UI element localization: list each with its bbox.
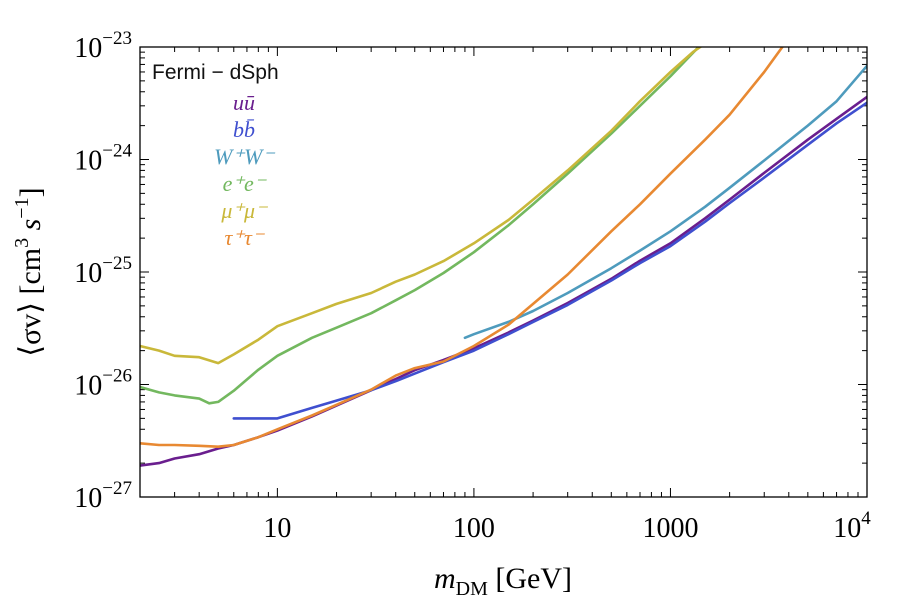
series-line-3 <box>140 47 701 405</box>
tick-labels: 10 100 1000 104 10−27 10−26 10−25 10−24 10−23 <box>74 28 871 544</box>
x-tick-label: 100 <box>453 513 495 544</box>
x-tick-label: 104 <box>833 508 871 544</box>
y-axis-label: ⟨σv⟩ [cm3 s−1] <box>11 187 47 356</box>
legend-entry-1: bb̄ <box>233 117 255 142</box>
x-axis-label-main: m <box>434 562 456 595</box>
series-line-5 <box>140 47 784 449</box>
x-axis-label-unit: [GeV] <box>488 562 572 595</box>
y-axis-label-s: s <box>14 219 47 238</box>
x-tick-label: 1000 <box>642 513 698 544</box>
x-axis-label: mDM [GeV] <box>434 562 572 600</box>
y-tick-label: 10−26 <box>74 366 132 402</box>
plot-background <box>140 47 867 497</box>
y-axis-label-main: ⟨σv⟩ [cm <box>14 248 47 357</box>
plot-frame <box>139 46 868 498</box>
legend-entry-2: W⁺W⁻ <box>214 144 276 169</box>
y-axis-label-sup-3: 3 <box>11 238 33 248</box>
legend-entry-3: e⁺e⁻ <box>223 171 268 196</box>
series-layer <box>140 47 867 467</box>
x-axis-label-subscript: DM <box>456 578 488 600</box>
legend-entry-5: τ⁺τ⁻ <box>225 225 266 250</box>
series-line-1 <box>232 101 867 420</box>
legend-entry-0: uū <box>233 90 255 115</box>
y-axis-label-close: ] <box>14 187 47 197</box>
series-line-4 <box>140 47 703 365</box>
legend-title: Fermi − dSph <box>152 61 279 84</box>
legend-entry-4: μ⁺μ⁻ <box>220 198 269 223</box>
y-tick-label: 10−23 <box>74 28 132 64</box>
y-tick-label: 10−27 <box>74 478 132 514</box>
x-tick-label: 10 <box>263 513 291 544</box>
y-axis-label-sup-minus1: −1 <box>11 197 33 218</box>
y-tick-label: 10−25 <box>74 253 132 289</box>
y-tick-label: 10−24 <box>74 141 132 177</box>
